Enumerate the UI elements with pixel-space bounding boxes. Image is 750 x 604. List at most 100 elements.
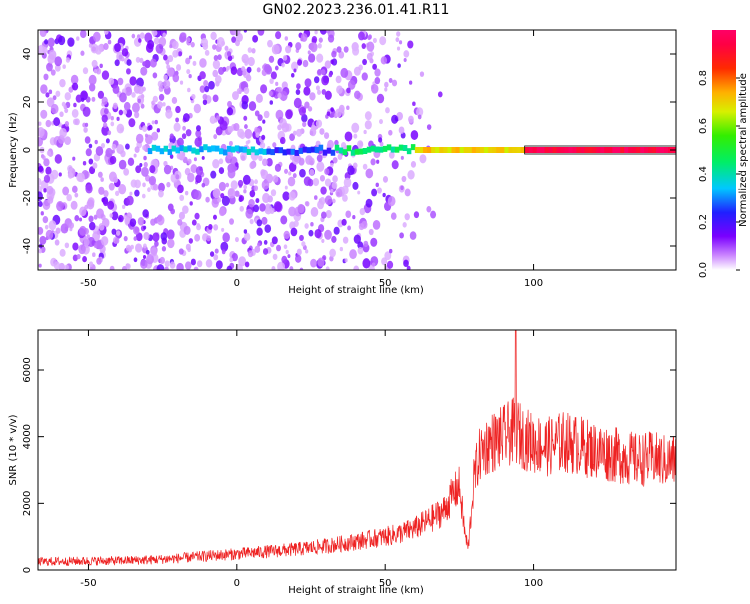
noise-cell xyxy=(196,260,203,268)
noise-cell xyxy=(409,231,417,240)
noise-cell xyxy=(145,43,154,53)
spectrogram-x-axis-label: Height of straight line (km) xyxy=(288,285,424,296)
noise-cell xyxy=(301,241,306,247)
ridge-cell xyxy=(608,147,613,153)
noise-cell xyxy=(112,84,120,94)
noise-cell xyxy=(163,74,168,81)
noise-cell xyxy=(239,205,244,212)
noise-cell xyxy=(212,44,217,50)
noise-cell xyxy=(347,79,356,90)
noise-cell xyxy=(216,115,221,121)
ridge-cell xyxy=(370,145,376,152)
noise-cell xyxy=(270,71,277,80)
noise-cell xyxy=(224,45,229,51)
noise-cell xyxy=(364,111,372,121)
noise-cell xyxy=(131,33,136,39)
noise-cell xyxy=(297,203,305,214)
noise-cell xyxy=(175,174,180,180)
noise-cell xyxy=(59,111,64,118)
noise-cell xyxy=(142,209,149,218)
noise-cell xyxy=(288,206,296,217)
noise-cell xyxy=(401,175,407,183)
noise-cell xyxy=(241,66,246,72)
ridge-cell xyxy=(378,146,384,153)
noise-cell xyxy=(177,218,183,226)
noise-cell xyxy=(323,132,330,139)
noise-cell xyxy=(70,200,78,210)
ridge-cell xyxy=(318,144,324,151)
noise-cell xyxy=(64,108,69,114)
noise-cell xyxy=(271,266,276,270)
noise-cell xyxy=(258,155,263,162)
ridge-cell xyxy=(386,144,392,151)
noise-cell xyxy=(123,101,131,111)
figure-title: GN02.2023.236.01.41.R11 xyxy=(263,2,450,18)
noise-cell xyxy=(235,162,239,167)
noise-cell xyxy=(67,37,75,47)
noise-cell xyxy=(361,72,368,81)
ridge-cell xyxy=(262,148,267,155)
noise-cell xyxy=(103,199,109,207)
noise-cell xyxy=(133,153,137,158)
noise-cell xyxy=(221,249,226,255)
noise-cell xyxy=(72,156,76,161)
noise-cell xyxy=(158,85,164,92)
noise-cell xyxy=(116,51,124,62)
ridge-cell xyxy=(588,147,593,153)
noise-cell xyxy=(185,261,192,270)
noise-cell xyxy=(191,219,197,226)
noise-cell xyxy=(365,198,373,208)
noise-cell xyxy=(73,102,77,108)
noise-cell xyxy=(134,146,140,153)
noise-cell xyxy=(38,200,43,208)
noise-cell xyxy=(408,80,413,85)
noise-cell xyxy=(303,86,311,96)
noise-cell xyxy=(169,261,176,269)
noise-cell xyxy=(185,57,191,65)
noise-cell xyxy=(201,182,206,188)
ridge-cell xyxy=(195,148,200,155)
ridge-cell xyxy=(475,147,481,153)
noise-cell xyxy=(260,84,268,94)
noise-cell xyxy=(268,90,273,97)
noise-cell xyxy=(116,123,125,134)
ridge-cell xyxy=(163,145,169,152)
noise-cell xyxy=(85,184,93,194)
noise-cell xyxy=(269,100,274,105)
noise-cell xyxy=(293,154,300,163)
noise-cell xyxy=(218,167,225,175)
noise-cell xyxy=(251,48,256,54)
ridge-cell xyxy=(219,148,224,155)
noise-cell xyxy=(64,121,70,127)
noise-cell xyxy=(292,173,297,179)
noise-cell xyxy=(303,176,312,187)
noise-cell xyxy=(213,55,219,61)
noise-cell xyxy=(100,142,106,149)
noise-cell xyxy=(50,69,56,76)
noise-cell xyxy=(270,189,277,197)
noise-cell xyxy=(178,248,184,255)
noise-cell xyxy=(128,118,136,128)
noise-cell xyxy=(114,237,120,244)
noise-cell xyxy=(84,136,91,144)
noise-cell xyxy=(74,118,80,126)
noise-cell xyxy=(302,59,309,68)
colorbar-tick-label: 0.6 xyxy=(698,118,709,134)
ridge-cell xyxy=(187,145,192,152)
noise-cell xyxy=(331,50,337,58)
noise-cell xyxy=(402,222,407,228)
noise-cell xyxy=(311,36,318,44)
noise-cell xyxy=(110,115,114,121)
y-tick-label: 0 xyxy=(22,147,33,153)
noise-cell xyxy=(262,119,266,124)
noise-cell xyxy=(56,201,65,212)
noise-cell xyxy=(83,238,90,247)
noise-cell xyxy=(363,240,369,248)
noise-cell xyxy=(137,216,145,226)
noise-cell xyxy=(304,223,309,229)
noise-cell xyxy=(88,261,94,267)
noise-cell xyxy=(321,75,330,86)
noise-cell xyxy=(382,192,386,198)
noise-cell xyxy=(101,125,110,136)
ridge-cell xyxy=(656,147,661,153)
